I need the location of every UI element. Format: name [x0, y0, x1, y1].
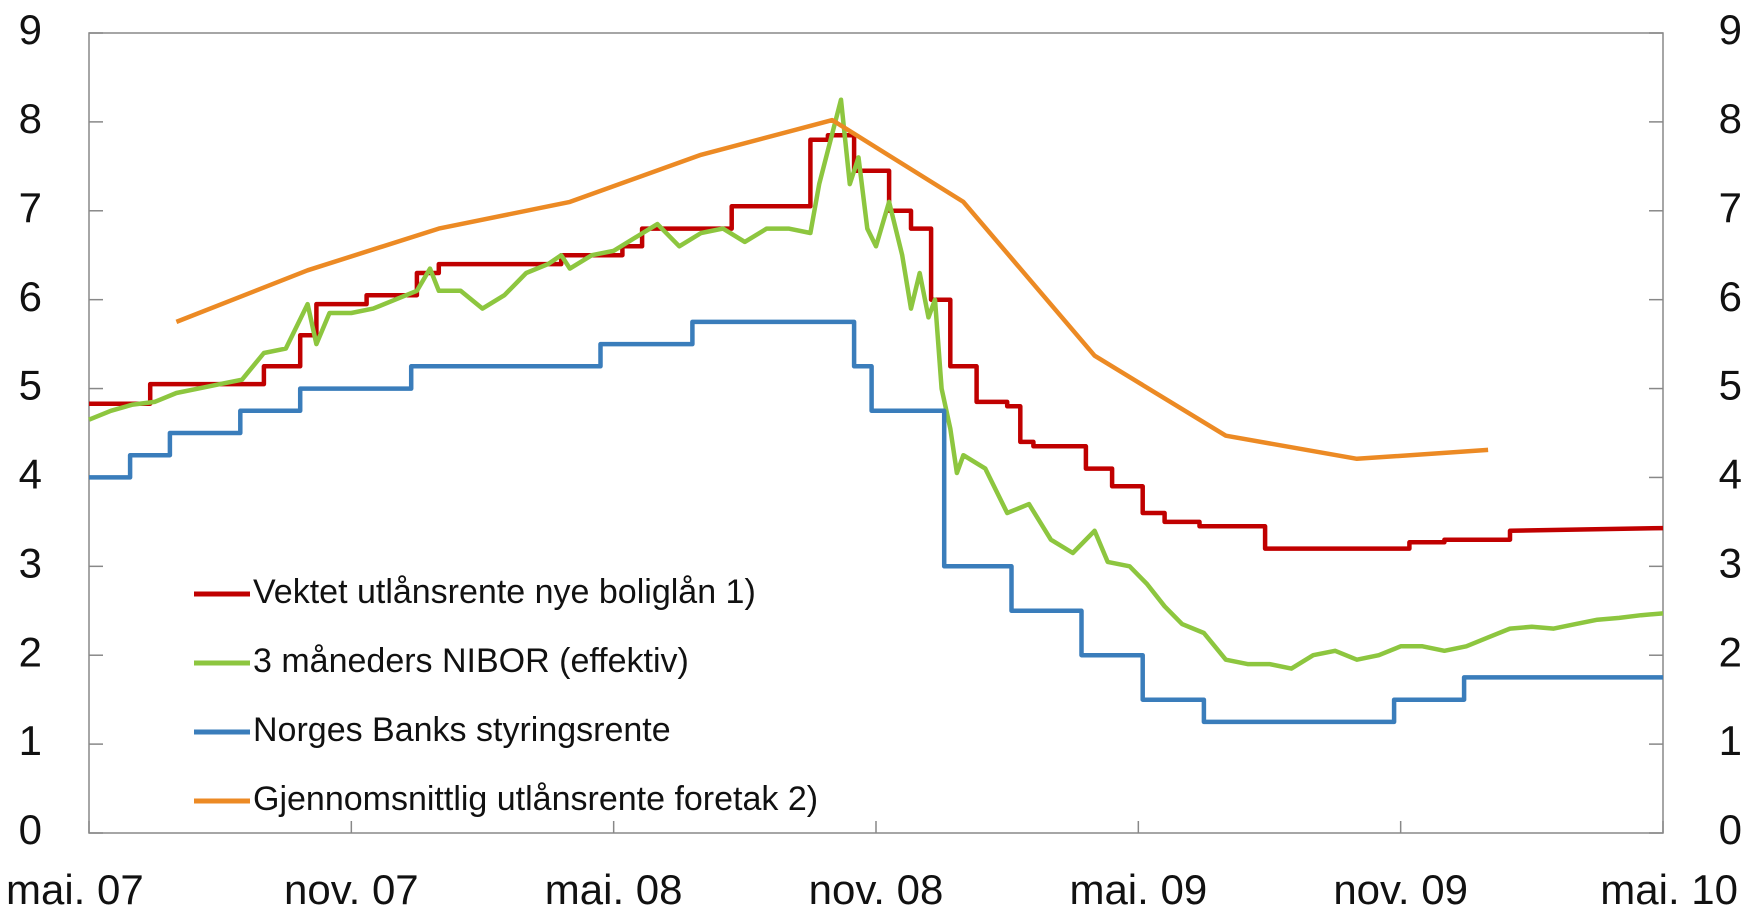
y-tick-label: 4 [19, 451, 42, 498]
y2-tick-label: 5 [1719, 362, 1742, 409]
x-tick-label: mai. 07 [6, 866, 144, 913]
legend-label: Vektet utlånsrente nye boliglån 1) [253, 573, 756, 611]
y2-tick-label: 8 [1719, 95, 1742, 142]
y-tick-label: 7 [19, 184, 42, 231]
series-line [175, 117, 1489, 462]
legend-label: 3 måneders NIBOR (effektiv) [253, 642, 689, 680]
x-tick-label: nov. 07 [284, 866, 419, 913]
y-tick-label: 9 [19, 6, 42, 53]
series-line [89, 132, 1664, 551]
y-tick-label: 5 [19, 362, 42, 409]
y-tick-label: 6 [19, 273, 42, 320]
legend-label: Gjennomsnittlig utlånsrente foretak 2) [253, 780, 818, 818]
x-tick-label: nov. 08 [809, 866, 944, 913]
y-tick-label: 0 [19, 806, 42, 853]
y2-tick-label: 2 [1719, 628, 1742, 675]
y2-tick-label: 3 [1719, 539, 1742, 586]
y-tick-label: 3 [19, 539, 42, 586]
y2-tick-label: 6 [1719, 273, 1742, 320]
y2-tick-label: 1 [1719, 717, 1742, 764]
y2-tick-label: 9 [1719, 6, 1742, 53]
y2-tick-label: 7 [1719, 184, 1742, 231]
x-tick-label: mai. 10 [1600, 866, 1738, 913]
y-tick-label: 8 [19, 95, 42, 142]
series-line [89, 319, 1663, 725]
y2-tick-label: 4 [1719, 451, 1742, 498]
legend-label: Norges Banks styringsrente [253, 711, 671, 749]
series-line [88, 97, 1664, 671]
y2-tick-label: 0 [1719, 806, 1742, 853]
y-tick-label: 1 [19, 717, 42, 764]
x-tick-label: mai. 09 [1069, 866, 1207, 913]
y-tick-label: 2 [19, 628, 42, 675]
x-tick-label: nov. 09 [1333, 866, 1468, 913]
x-tick-label: mai. 08 [545, 866, 683, 913]
